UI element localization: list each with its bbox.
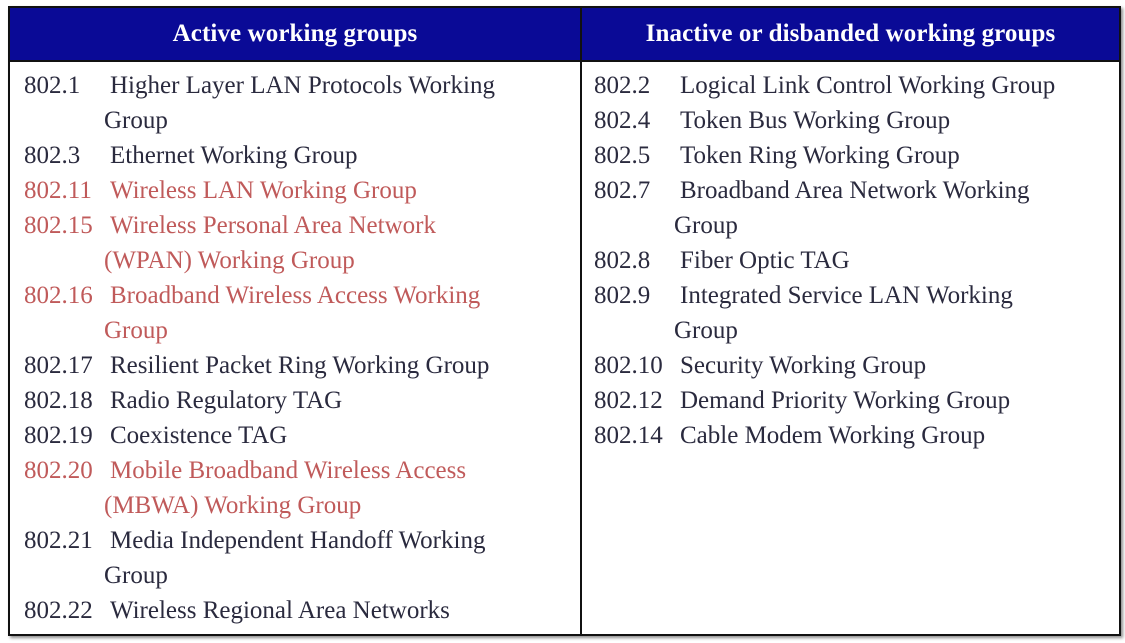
- active-header: Active working groups: [10, 8, 580, 62]
- group-number: 802.3: [24, 142, 81, 169]
- group-number: 802.9: [594, 282, 651, 309]
- group-name: Wireless Personal Area Network (WPAN) Wor…: [104, 208, 580, 278]
- group-name: Wireless LAN Working Group: [110, 173, 580, 208]
- group-name: Fiber Optic TAG: [680, 243, 1119, 278]
- group-number: 802.5: [594, 142, 651, 169]
- group-number: 802.18: [24, 387, 93, 414]
- group-name-line: Token Bus Working Group: [680, 107, 951, 134]
- group-number: 802.11: [24, 177, 92, 204]
- group-number: 802.12: [594, 387, 663, 414]
- group-name-line: (MBWA) Working Group: [104, 492, 362, 519]
- group-name: Radio Regulatory TAG: [110, 383, 580, 418]
- list-item: 802.3 Ethernet Working Group: [10, 138, 580, 173]
- group-name: Token Ring Working Group: [680, 138, 1119, 173]
- group-name-line: Security Working Group: [680, 352, 927, 379]
- group-number: 802.15: [24, 212, 93, 239]
- group-name: Demand Priority Working Group: [680, 383, 1119, 418]
- group-number: 802.19: [24, 422, 93, 449]
- list-item: 802.9 Integrated Service LAN Working Group: [582, 278, 1119, 348]
- group-number: 802.20: [24, 457, 93, 484]
- group-name-line: Higher Layer LAN Protocols Working: [110, 72, 495, 99]
- active-list: 802.1 Higher Layer LAN Protocols Working G…: [10, 62, 580, 628]
- list-item[interactable]: 802.20 Mobile Broadband Wireless Access (M…: [10, 453, 580, 523]
- group-number: 802.22: [24, 597, 93, 624]
- group-name-line: Demand Priority Working Group: [680, 387, 1011, 414]
- group-name-line: Broadband Wireless Access Working: [110, 282, 481, 309]
- group-name-line: Group: [104, 317, 168, 344]
- group-number: 802.14: [594, 422, 663, 449]
- group-name-line: Broadband Area Network Working: [680, 177, 1030, 204]
- list-item[interactable]: 802.16 Broadband Wireless Access Working G…: [10, 278, 580, 348]
- group-name: Broadband Wireless Access Working Group: [104, 278, 580, 348]
- group-name: Mobile Broadband Wireless Access (MBWA) W…: [104, 453, 580, 523]
- group-name-line: Ethernet Working Group: [110, 142, 358, 169]
- working-groups-table: Active working groups 802.1 Higher Layer …: [8, 6, 1121, 636]
- group-name-line: Cable Modem Working Group: [680, 422, 986, 449]
- active-column: Active working groups 802.1 Higher Layer …: [10, 8, 580, 634]
- group-name-line: Token Ring Working Group: [680, 142, 960, 169]
- group-number: 802.21: [24, 527, 93, 554]
- group-name-line: Wireless Regional Area Networks: [110, 597, 450, 624]
- group-name-line: Fiber Optic TAG: [680, 247, 850, 274]
- list-item: 802.18 Radio Regulatory TAG: [10, 383, 580, 418]
- group-name-line: Media Independent Handoff Working: [110, 527, 486, 554]
- list-item: 802.21 Media Independent Handoff Working G…: [10, 523, 580, 593]
- list-item: 802.8 Fiber Optic TAG: [582, 243, 1119, 278]
- group-name-line: Group: [104, 562, 168, 589]
- group-name-line: Wireless Personal Area Network: [110, 212, 436, 239]
- list-item: 802.17 Resilient Packet Ring Working Grou…: [10, 348, 580, 383]
- group-name-line: Logical Link Control Working Group: [680, 72, 1056, 99]
- list-item[interactable]: 802.11 Wireless LAN Working Group: [10, 173, 580, 208]
- group-number: 802.8: [594, 247, 651, 274]
- list-item: 802.5 Token Ring Working Group: [582, 138, 1119, 173]
- group-number: 802.10: [594, 352, 663, 379]
- group-number: 802.2: [594, 72, 651, 99]
- list-item: 802.4 Token Bus Working Group: [582, 103, 1119, 138]
- group-name-line: Group: [674, 212, 738, 239]
- group-name-line: Resilient Packet Ring Working Group: [110, 352, 490, 379]
- group-name: Security Working Group: [680, 348, 1119, 383]
- inactive-header: Inactive or disbanded working groups: [582, 8, 1119, 62]
- group-name-line: Group: [104, 107, 168, 134]
- group-name-line: Coexistence TAG: [110, 422, 288, 449]
- list-item: 802.1 Higher Layer LAN Protocols Working G…: [10, 68, 580, 138]
- inactive-column: Inactive or disbanded working groups 802…: [580, 8, 1119, 634]
- group-name: Cable Modem Working Group: [680, 418, 1119, 453]
- group-number: 802.7: [594, 177, 651, 204]
- list-item: 802.22 Wireless Regional Area Networks: [10, 593, 580, 628]
- group-name: Token Bus Working Group: [680, 103, 1119, 138]
- group-name: Higher Layer LAN Protocols Working Group: [104, 68, 580, 138]
- group-number: 802.4: [594, 107, 651, 134]
- group-name-line: (WPAN) Working Group: [104, 247, 355, 274]
- list-item: 802.10 Security Working Group: [582, 348, 1119, 383]
- group-name: Ethernet Working Group: [110, 138, 580, 173]
- group-name: Integrated Service LAN Working Group: [674, 278, 1119, 348]
- group-name: Broadband Area Network Working Group: [674, 173, 1119, 243]
- group-number: 802.1: [24, 72, 81, 99]
- group-name: Logical Link Control Working Group: [680, 68, 1119, 103]
- list-item: 802.2 Logical Link Control Working Group: [582, 68, 1119, 103]
- group-number: 802.16: [24, 282, 93, 309]
- group-name: Media Independent Handoff Working Group: [104, 523, 580, 593]
- list-item: 802.19 Coexistence TAG: [10, 418, 580, 453]
- group-name-line: Wireless LAN Working Group: [110, 177, 417, 204]
- list-item: 802.7 Broadband Area Network Working Group: [582, 173, 1119, 243]
- group-number: 802.17: [24, 352, 93, 379]
- list-item: 802.12 Demand Priority Working Group: [582, 383, 1119, 418]
- group-name: Coexistence TAG: [110, 418, 580, 453]
- group-name-line: Integrated Service LAN Working: [680, 282, 1013, 309]
- group-name: Wireless Regional Area Networks: [110, 593, 580, 628]
- group-name-line: Group: [674, 317, 738, 344]
- list-item: 802.14 Cable Modem Working Group: [582, 418, 1119, 453]
- group-name: Resilient Packet Ring Working Group: [110, 348, 580, 383]
- inactive-list: 802.2 Logical Link Control Working Group 8…: [582, 62, 1119, 453]
- list-item[interactable]: 802.15 Wireless Personal Area Network (WPA…: [10, 208, 580, 278]
- group-name-line: Mobile Broadband Wireless Access: [110, 457, 467, 484]
- group-name-line: Radio Regulatory TAG: [110, 387, 343, 414]
